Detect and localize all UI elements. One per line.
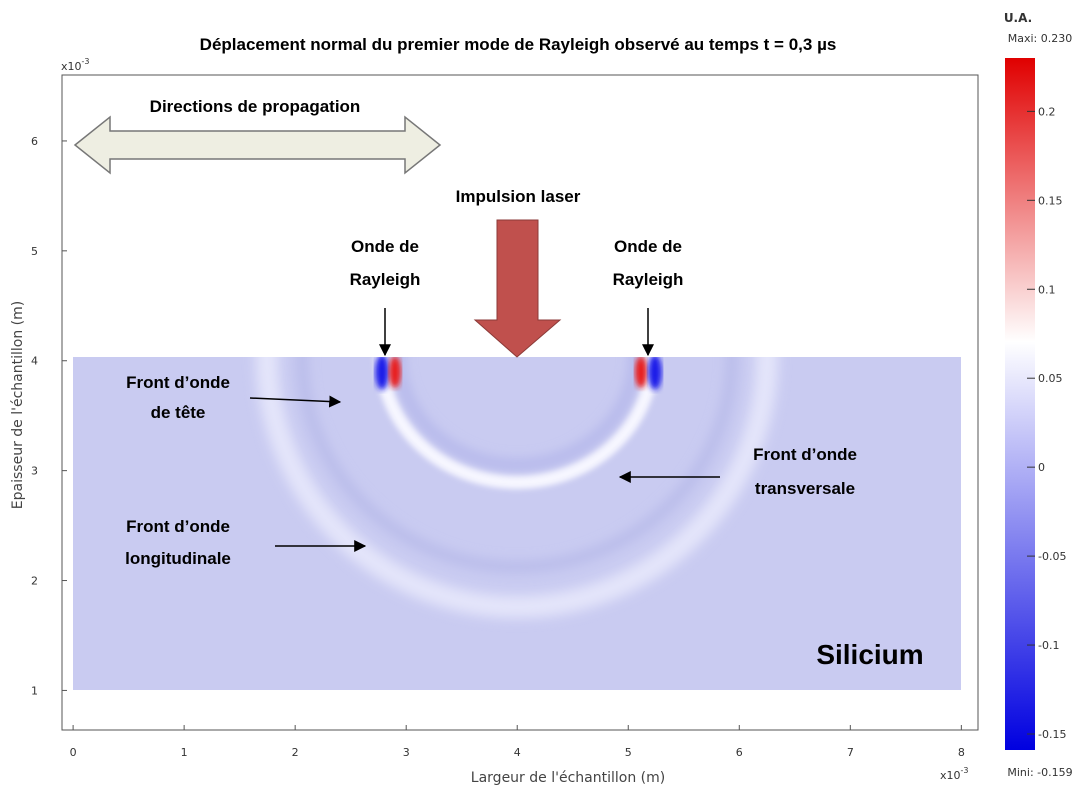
annotation: Impulsion laser <box>456 187 581 206</box>
chart: Déplacement normal du premier mode de Ra… <box>0 0 1091 789</box>
x-tick-label: 4 <box>514 746 521 759</box>
chart-title: Déplacement normal du premier mode de Ra… <box>200 35 837 54</box>
colorbar-tick-label: 0.2 <box>1038 105 1056 118</box>
x-tick-label: 8 <box>958 746 965 759</box>
annotation: de tête <box>151 403 206 422</box>
y-tick-label: 5 <box>31 245 38 258</box>
colorbar-tick-label: -0.15 <box>1038 728 1066 741</box>
colorbar-tick-label: -0.1 <box>1038 639 1059 652</box>
y-axis-label: Epaisseur de l'échantillon (m) <box>10 301 26 509</box>
x-tick-label: 6 <box>736 746 743 759</box>
y-tick-label: 1 <box>31 684 38 697</box>
colorbar-min: Mini: -0.159 <box>1007 766 1072 779</box>
y-tick-label: 4 <box>31 355 38 368</box>
colorbar-tick-label: -0.05 <box>1038 550 1066 563</box>
y-tick-label: 2 <box>31 575 38 588</box>
colorbar-tick-label: 0.1 <box>1038 283 1056 296</box>
multiplier-exp: -3 <box>961 766 969 775</box>
colorbar-label: U.A. <box>1004 11 1032 25</box>
x-tick-label: 3 <box>403 746 410 759</box>
annotation: Front d’onde <box>126 373 230 392</box>
colorbar-tick-label: 0 <box>1038 461 1045 474</box>
annotation: Rayleigh <box>613 270 684 289</box>
y-multiplier: x10-3 <box>61 57 90 73</box>
x-tick-label: 7 <box>847 746 854 759</box>
colorbar-tick-label: 0.05 <box>1038 372 1063 385</box>
annotation: Silicium <box>816 639 923 670</box>
annotation: Rayleigh <box>350 270 421 289</box>
annotation: Front d’onde <box>126 517 230 536</box>
multiplier-exp: -3 <box>82 57 90 66</box>
x-tick-label: 1 <box>181 746 188 759</box>
y-tick-label: 6 <box>31 135 38 148</box>
x-multiplier: x10-3 <box>940 766 969 782</box>
x-tick-label: 5 <box>625 746 632 759</box>
x-tick-label: 2 <box>292 746 299 759</box>
annotation: Onde de <box>351 237 419 256</box>
multiplier-base: x10 <box>940 769 961 782</box>
x-tick-label: 0 <box>70 746 77 759</box>
annotation: longitudinale <box>125 549 231 568</box>
y-tick-label: 3 <box>31 465 38 478</box>
colorbar-max: Maxi: 0.230 <box>1008 32 1073 45</box>
colorbar <box>1005 58 1035 750</box>
annotation: Directions de propagation <box>150 97 361 116</box>
annotation: transversale <box>755 479 855 498</box>
colorbar-tick-label: 0.15 <box>1038 194 1063 207</box>
x-axis-label: Largeur de l'échantillon (m) <box>471 770 665 786</box>
annotation: Front d’onde <box>753 445 857 464</box>
annotation: Onde de <box>614 237 682 256</box>
multiplier-base: x10 <box>61 60 82 73</box>
